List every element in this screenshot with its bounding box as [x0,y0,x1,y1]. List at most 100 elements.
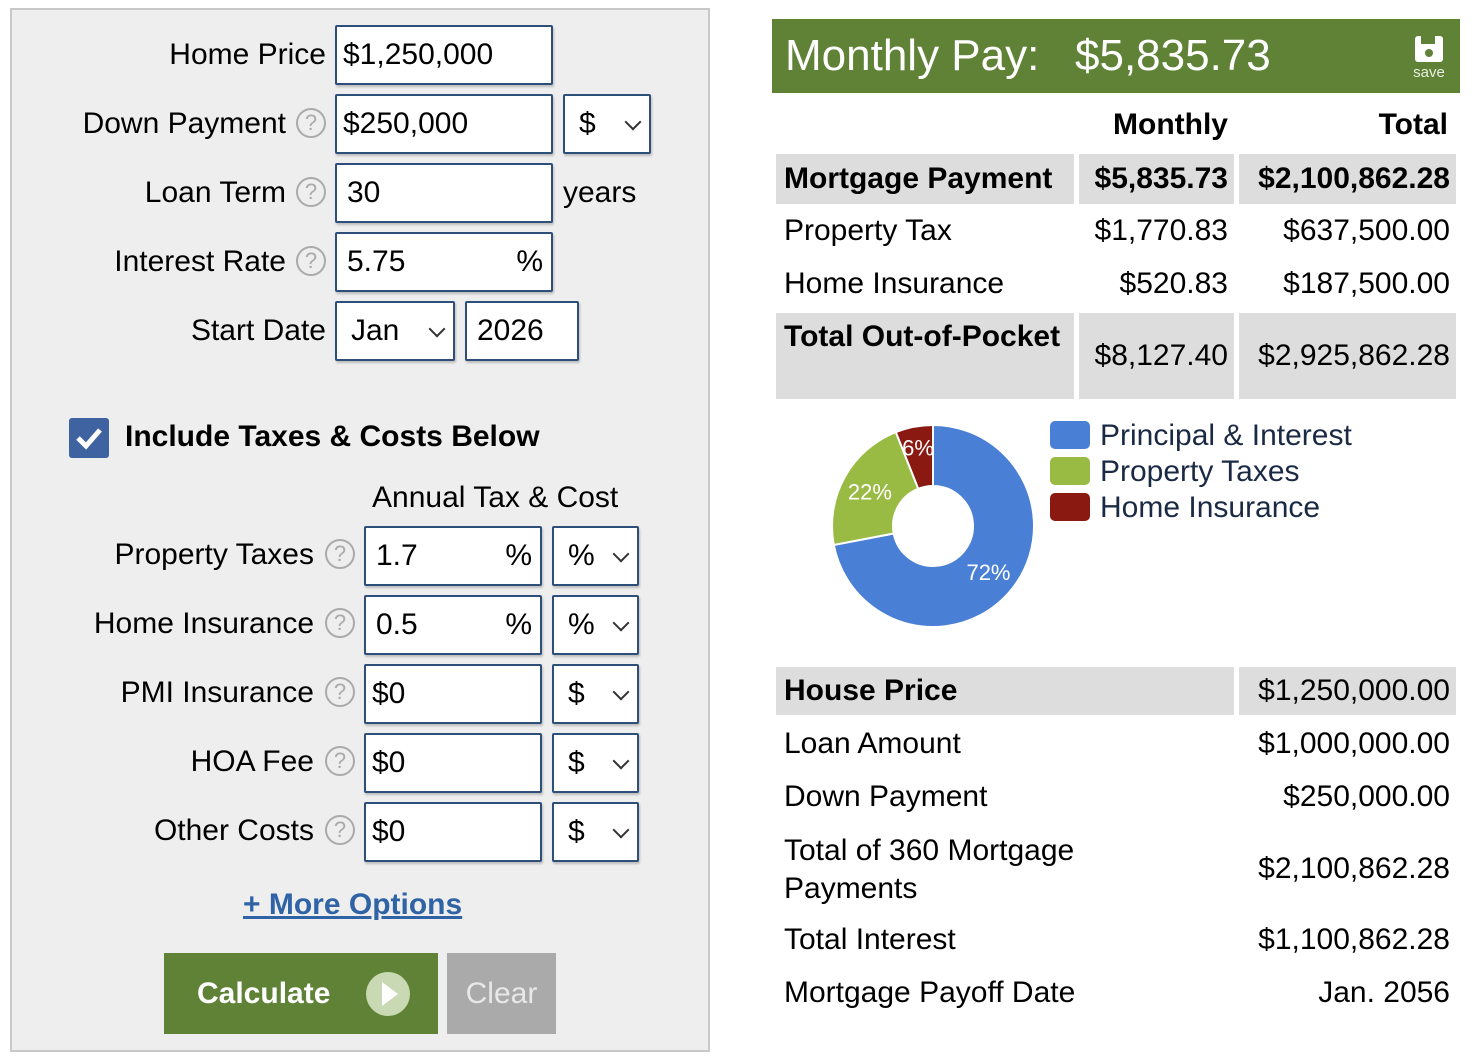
legend-label: Principal & Interest [1100,419,1352,452]
legend-swatch [1050,457,1090,485]
help-icon[interactable]: ? [296,177,326,207]
monthly-pay-title: Monthly Pay: [785,31,1040,80]
breakdown-label: Mortgage Payment [776,154,1074,204]
cost-value: $0 [372,746,406,779]
summary-label: Down Payment [784,780,988,813]
summary-value: $1,250,000.00 [1239,667,1456,715]
slice-label: 6% [902,435,934,460]
floppy-disk-icon [1415,36,1443,62]
breakdown-monthly: $1,770.83 [1094,214,1228,247]
summary-value: $2,100,862.28 [1258,852,1450,885]
unit-value: $ [579,107,596,140]
years-label: years [563,176,637,209]
more-options-link[interactable]: + More Options [243,888,463,921]
breakdown-monthly: $5,835.73 [1079,154,1234,204]
col-total-header: Total [1378,108,1448,141]
summary-value: Jan. 2056 [1318,976,1450,1009]
breakdown-label: Property Tax [784,214,952,247]
legend-swatch [1050,421,1090,449]
breakdown-total: $637,500.00 [1283,214,1450,247]
breakdown-label: Home Insurance [784,267,1005,300]
chevron-down-icon [612,821,630,839]
col-monthly-header: Monthly [1113,108,1228,141]
include-taxes-checkbox[interactable] [69,418,109,458]
cost-unit-select[interactable]: $ [552,664,639,724]
interest-rate-input[interactable]: 5.75% [335,232,553,292]
legend-swatch [1050,493,1090,521]
chevron-down-icon [612,752,630,770]
payment-breakdown-donut: 72% 22% 6% [831,423,1035,628]
start-year-input[interactable]: 2026 [465,301,579,361]
breakdown-total: $2,100,862.28 [1239,154,1456,204]
calculate-label: Calculate [197,977,331,1010]
month-value: Jan [351,314,400,347]
summary-value: $1,000,000.00 [1258,727,1450,760]
help-icon[interactable]: ? [296,246,326,276]
home-price-input[interactable]: $1,250,000 [335,25,553,85]
cost-value: 0.5 [376,608,418,641]
clear-button[interactable]: Clear [447,953,556,1034]
help-icon[interactable]: ? [325,539,355,569]
help-icon[interactable]: ? [325,677,355,707]
cost-label: Other Costs [153,814,314,847]
cost-label: Home Insurance [93,607,314,640]
summary-label: Total of 360 Mortgage Payments [784,834,1075,905]
cost-suffix: % [505,539,532,572]
loan-term-input[interactable]: 30 [335,163,553,223]
start-date-label: Start Date [190,314,326,347]
unit-value: $ [568,815,585,848]
down-payment-input[interactable]: $250,000 [335,94,553,154]
checkmark-icon [76,428,102,450]
breakdown-label: Total Out-of-Pocket [776,313,1074,399]
cost-value: $0 [372,677,406,710]
cost-input[interactable]: $0 [364,802,542,862]
home-price-label: Home Price [169,38,326,71]
cost-value: 1.7 [376,539,418,572]
legend-label: Property Taxes [1100,455,1300,488]
interest-rate-value: 5.75 [347,245,406,278]
cost-input[interactable]: $0 [364,733,542,793]
loan-term-label: Loan Term [144,176,286,209]
donut-slice [832,423,1035,628]
chevron-down-icon [624,113,642,131]
legend-item: Principal & Interest [1050,418,1352,454]
unit-value: % [568,539,595,572]
save-button[interactable]: save [1408,35,1450,80]
cost-input[interactable]: 1.7% [364,526,542,586]
help-icon[interactable]: ? [325,815,355,845]
save-label: save [1413,64,1445,81]
cost-unit-select[interactable]: $ [552,802,639,862]
cost-input[interactable]: $0 [364,664,542,724]
cost-suffix: % [505,608,532,641]
start-month-select[interactable]: Jan [335,301,455,361]
cost-label: Property Taxes [114,538,314,571]
summary-label: House Price [776,667,1234,715]
calculate-button[interactable]: Calculate [164,953,438,1034]
cost-value: $0 [372,815,406,848]
cost-label: HOA Fee [190,745,314,778]
monthly-pay-amount: $5,835.73 [1075,31,1271,80]
breakdown-total: $2,925,862.28 [1239,313,1456,399]
summary-label: Mortgage Payoff Date [784,976,1076,1009]
help-icon[interactable]: ? [325,746,355,776]
percent-suffix: % [516,245,543,278]
breakdown-total: $187,500.00 [1283,267,1450,300]
cost-unit-select[interactable]: $ [552,733,639,793]
cost-unit-select[interactable]: % [552,595,639,655]
chevron-down-icon [612,545,630,563]
down-payment-label: Down Payment [82,107,286,140]
help-icon[interactable]: ? [296,108,326,138]
donut-slice [831,430,920,547]
monthly-pay-header: Monthly Pay: $5,835.73 save [772,19,1460,93]
cost-label: PMI Insurance [120,676,314,709]
help-icon[interactable]: ? [325,608,355,638]
include-taxes-label: Include Taxes & Costs Below [125,420,540,453]
chevron-down-icon [428,320,446,338]
summary-label: Total Interest [784,923,956,956]
slice-label: 22% [848,479,892,504]
annual-tax-header: Annual Tax & Cost [372,481,619,514]
cost-unit-select[interactable]: % [552,526,639,586]
down-payment-unit-select[interactable]: $ [563,94,651,154]
interest-rate-label: Interest Rate [114,245,286,278]
cost-input[interactable]: 0.5% [364,595,542,655]
